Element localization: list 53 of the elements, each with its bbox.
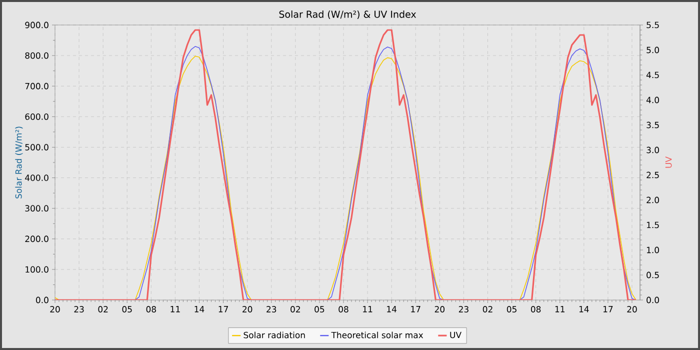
legend-label: UV: [450, 332, 462, 338]
y2-tick-label: 1.0: [646, 246, 659, 254]
x-tick-label: 05: [314, 306, 324, 312]
x-tick-label: 20: [50, 306, 60, 312]
y-axis-title: Solar Rad (W/m²): [15, 126, 23, 198]
x-tick-label: 08: [530, 306, 541, 312]
x-tick-label: 02: [98, 306, 108, 312]
y-tick-label: 0.0: [36, 296, 48, 304]
y2-axis-title: UV: [665, 156, 672, 168]
x-tick-label: 14: [387, 306, 397, 312]
x-tick-label: 02: [290, 306, 300, 312]
x-tick-label: 23: [74, 306, 84, 312]
x-tick-label: 17: [218, 306, 228, 312]
x-tick-label: 17: [603, 306, 613, 312]
y2-tick-label: 0.0: [646, 296, 659, 304]
x-tick-label: 08: [338, 306, 348, 312]
x-tick-label: 11: [170, 306, 180, 312]
y-tick-label: 800.0: [25, 52, 48, 59]
x-tick-label: 05: [122, 306, 132, 312]
y2-tick-label: 5.0: [646, 46, 659, 54]
y2-tick-label: 2.0: [646, 196, 659, 204]
y-tick-label: 100.0: [26, 266, 48, 273]
y2-tick-label: 2.5: [646, 172, 659, 178]
y2-tick-label: 3.0: [646, 146, 659, 154]
x-tick-label: 17: [411, 306, 420, 312]
x-tick-label: 11: [555, 306, 564, 312]
y-tick-label: 300.0: [25, 205, 48, 212]
x-tick-label: 20: [434, 306, 445, 312]
y2-tick-label: 4.0: [646, 96, 659, 104]
y-tick-label: 600.0: [25, 113, 48, 120]
x-tick-label: 14: [579, 306, 589, 312]
y2-tick-label: 4.5: [646, 72, 659, 78]
x-tick-label: 23: [458, 306, 468, 312]
y2-tick-label: 0.5: [646, 272, 659, 278]
x-tick-label: 05: [506, 306, 516, 312]
x-tick-label: 02: [482, 306, 492, 312]
legend-label: Solar radiation: [244, 332, 305, 338]
y-tick-label: 500.0: [25, 144, 48, 150]
y2-tick-label: 5.5: [646, 22, 659, 28]
y2-tick-label: 1.5: [646, 222, 659, 228]
legend-label: Theoretical solar max: [331, 332, 424, 338]
x-tick-label: 23: [266, 306, 276, 312]
y-tick-label: 700.0: [25, 82, 48, 90]
x-tick-label: 08: [146, 306, 156, 312]
y2-tick-label: 3.5: [646, 122, 659, 128]
y-tick-label: 900.0: [25, 22, 48, 28]
y-tick-label: 400.0: [25, 174, 48, 181]
chart-title: Solar Rad (W/m²) & UV Index: [279, 10, 416, 19]
y-tick-label: 200.0: [25, 236, 48, 242]
x-tick-label: 11: [363, 306, 372, 312]
x-tick-label: 14: [194, 306, 204, 312]
x-tick-label: 20: [242, 306, 252, 312]
x-tick-label: 20: [627, 306, 637, 312]
